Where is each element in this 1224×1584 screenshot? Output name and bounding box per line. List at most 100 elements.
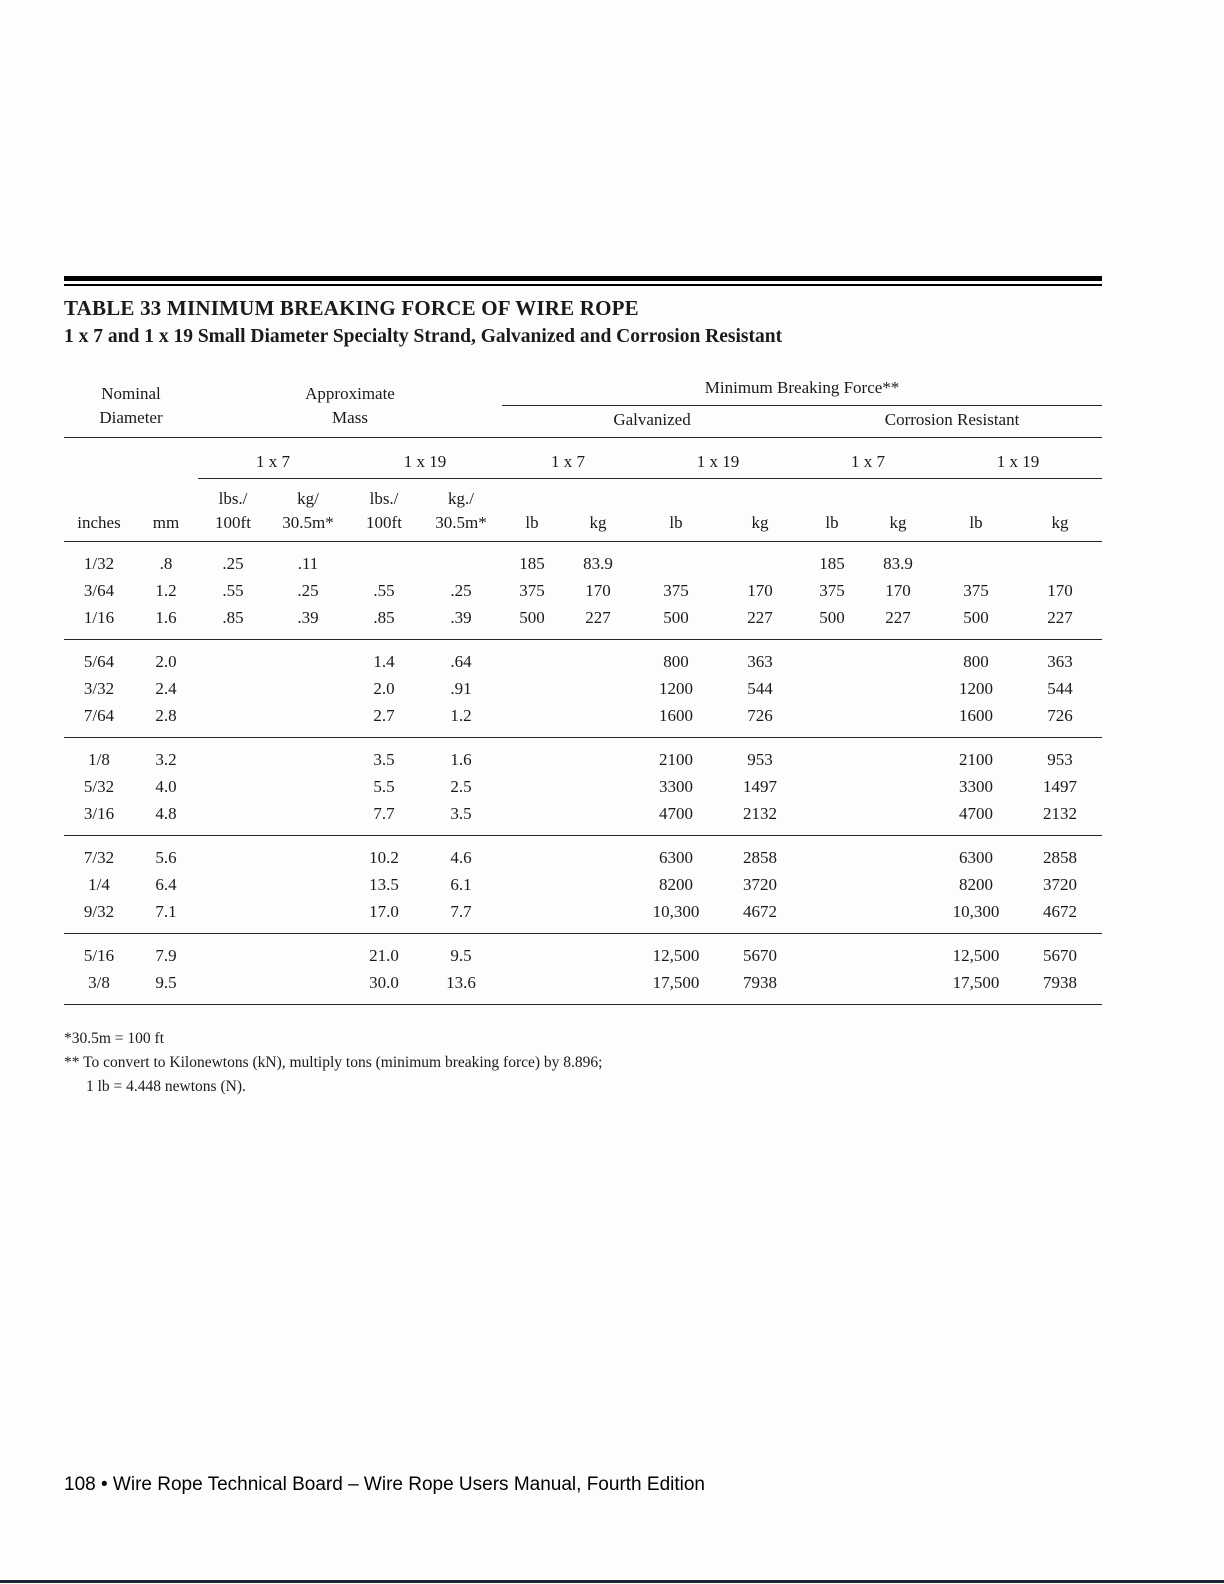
table-cell — [862, 675, 934, 702]
table-row: 3/16 4.8 7.7 3.5 4700 2132 4700 2132 — [64, 800, 1103, 836]
table-cell: .85 — [198, 604, 268, 640]
table-cell — [862, 969, 935, 1005]
unit-inches: inches — [64, 478, 134, 542]
table-cell: 2100 — [959, 750, 994, 769]
table-cell: .25 — [297, 581, 319, 600]
table-cell — [502, 898, 563, 934]
table-cell — [634, 542, 718, 578]
unit-kg-galv-1x7: kg — [562, 478, 635, 542]
table-cell — [802, 675, 862, 702]
table-cell — [502, 773, 562, 800]
table-cell: 726 — [718, 702, 803, 738]
table-cell — [562, 702, 635, 738]
header-row-top: Nominal Diameter Approximate Mass Minimu… — [64, 374, 1103, 438]
header-galv-1x7: 1 x 7 — [502, 437, 635, 479]
table-cell: 3300 — [959, 777, 994, 796]
table-cell: .25 — [450, 581, 472, 600]
table-cell: 10.2 — [369, 848, 399, 867]
table-cell — [802, 738, 862, 774]
table-row: 5/32 4.0 5.5 2.5 3300 1497 3300 1497 — [64, 773, 1102, 800]
table-cell: 5/16 — [83, 946, 115, 965]
table-cell: 3720 — [743, 875, 778, 894]
table-cell — [268, 675, 348, 702]
table-cell: 3.2 — [155, 750, 177, 769]
table-cell: 170 — [747, 581, 773, 600]
table-cell — [802, 934, 862, 970]
table-cell: 227 — [562, 604, 635, 640]
unit-kg-30m-1x7: kg/ 30.5m* — [268, 478, 348, 542]
table-cell — [562, 773, 634, 800]
table-cell: 4672 — [718, 898, 803, 934]
table-cell — [562, 800, 635, 836]
table-cell: 2.4 — [155, 679, 177, 698]
header-approximate-mass: Approximate Mass — [198, 374, 503, 438]
table-cell: 2.7 — [348, 702, 420, 738]
table-cell — [348, 542, 420, 578]
table-cell — [562, 836, 634, 872]
table-cell: 7/64 — [64, 702, 134, 738]
table-cell: 7.7 — [420, 898, 503, 934]
table-row: 5/64 2.0 1.4 .64 800 363 800 363 — [64, 640, 1102, 676]
table-cell — [862, 640, 934, 676]
table-cell: 83.9 — [583, 554, 613, 573]
table-cell — [562, 675, 634, 702]
table-cell — [198, 702, 268, 738]
table-cell — [562, 934, 634, 970]
table-cell: 375 — [819, 581, 845, 600]
table-cell: 9/32 — [64, 898, 134, 934]
footnote-30m: *30.5m = 100 ft — [64, 1030, 165, 1047]
table-cell: 1200 — [659, 679, 694, 698]
table-cell: 170 — [885, 581, 911, 600]
table-cell — [1018, 542, 1102, 578]
unit-lb-galv-1x7: lb — [502, 478, 563, 542]
table-cell — [862, 934, 934, 970]
table-cell: 1.6 — [134, 604, 198, 640]
breaking-force-table: Nominal Diameter Approximate Mass Minimu… — [64, 374, 1103, 1005]
table-cell — [198, 836, 268, 872]
table-cell: 4.0 — [155, 777, 177, 796]
table-cell: 17,500 — [934, 969, 1019, 1005]
table-cell: 2100 — [659, 750, 694, 769]
table-cell: 7938 — [718, 969, 803, 1005]
table-row: 3/32 2.4 2.0 .91 1200 544 1200 544 — [64, 675, 1102, 702]
table-cell — [502, 871, 562, 898]
header-mass-1x19: 1 x 19 — [348, 437, 503, 479]
table-cell: 375 — [519, 581, 545, 600]
header-row-strand: 1 x 7 1 x 19 1 x 7 1 x 19 1 x 7 1 x 19 — [64, 437, 1103, 479]
table-cell: 500 — [802, 604, 863, 640]
header-galvanized: Galvanized — [502, 405, 803, 438]
table-cell: 7.7 — [348, 800, 420, 836]
table-cell — [268, 738, 348, 774]
top-rule-thin — [64, 284, 1102, 286]
table-cell — [420, 542, 502, 578]
table-cell: 7.1 — [134, 898, 198, 934]
table-cell: 6.4 — [155, 875, 177, 894]
table-cell — [562, 898, 635, 934]
table-cell: 9.5 — [450, 946, 472, 965]
table-cell: 544 — [747, 679, 773, 698]
table-cell: 8200 — [659, 875, 694, 894]
table-cell: 800 — [963, 652, 989, 671]
table-cell: 17.0 — [348, 898, 420, 934]
table-cell: 3720 — [1043, 875, 1078, 894]
table-cell: 375 — [963, 581, 989, 600]
table-cell: 1/32 — [83, 554, 115, 573]
unit-lbs-100ft-1x7: lbs./ 100ft — [198, 478, 268, 542]
table-cell — [502, 969, 563, 1005]
table-cell: 1200 — [959, 679, 994, 698]
table-cell — [802, 702, 863, 738]
table-row: 1/32 .8 .25 .11 185 83.9 185 83.9 — [64, 542, 1102, 578]
table-cell: 6300 — [959, 848, 994, 867]
table-cell — [268, 836, 348, 872]
table-cell — [502, 934, 562, 970]
table-cell — [502, 738, 562, 774]
table-cell — [268, 898, 348, 934]
table-cell: 170 — [585, 581, 611, 600]
table-cell: 1497 — [1043, 777, 1078, 796]
table-cell — [562, 640, 634, 676]
table-cell: 5/64 — [83, 652, 115, 671]
table-cell: 227 — [718, 604, 803, 640]
table-row: 3/64 1.2 .55 .25 .55 .25 375 170 375 170 375 170 375… — [64, 577, 1102, 604]
table-cell: 3.5 — [420, 800, 503, 836]
table-cell: 363 — [1047, 652, 1073, 671]
